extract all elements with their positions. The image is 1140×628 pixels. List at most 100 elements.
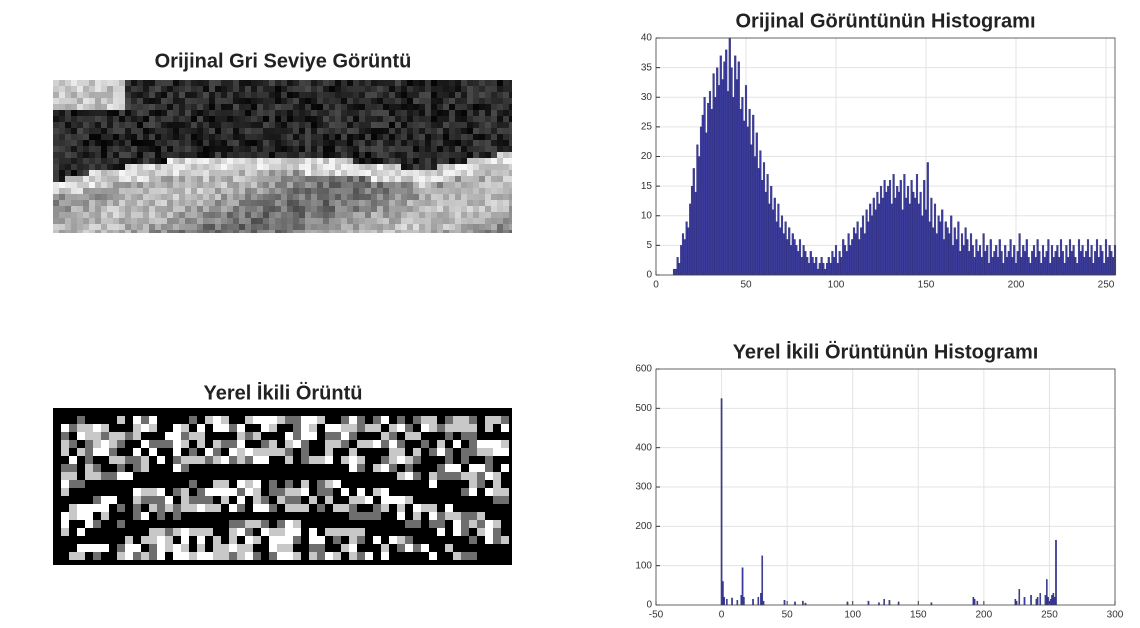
pixel xyxy=(365,440,373,448)
pixel xyxy=(443,86,449,92)
pixel xyxy=(77,512,85,520)
pixel xyxy=(113,140,119,146)
pixel xyxy=(365,122,371,128)
pixel xyxy=(323,224,329,230)
pixel xyxy=(317,170,323,176)
pixel xyxy=(157,440,165,448)
pixel xyxy=(71,104,77,110)
pixel xyxy=(109,456,117,464)
pixel xyxy=(107,110,113,116)
pixel xyxy=(473,170,479,176)
pixel xyxy=(85,416,93,424)
pixel xyxy=(383,80,389,86)
pixel xyxy=(429,552,437,560)
bar xyxy=(925,210,927,275)
pixel xyxy=(131,116,137,122)
pixel xyxy=(389,416,397,424)
pixel xyxy=(407,170,413,176)
bar xyxy=(704,97,706,275)
bar xyxy=(761,180,763,275)
pixel xyxy=(141,440,149,448)
pixel xyxy=(71,116,77,122)
pixel xyxy=(173,544,181,552)
pixel xyxy=(131,176,137,182)
y-tick-label: 10 xyxy=(641,210,653,221)
pixel xyxy=(125,194,131,200)
pixel xyxy=(269,528,277,536)
pixel xyxy=(203,104,209,110)
pixel xyxy=(383,98,389,104)
pixel xyxy=(83,134,89,140)
pixel xyxy=(141,512,149,520)
pixel xyxy=(371,176,377,182)
pixel xyxy=(469,528,477,536)
pixel xyxy=(263,200,269,206)
pixel xyxy=(143,212,149,218)
pixel xyxy=(237,456,245,464)
bar xyxy=(1054,597,1055,605)
pixel xyxy=(347,206,353,212)
pixel xyxy=(125,98,131,104)
pixel xyxy=(473,206,479,212)
pixel xyxy=(437,224,443,230)
pixel xyxy=(227,92,233,98)
pixel xyxy=(359,176,365,182)
bar xyxy=(1048,239,1050,275)
pixel xyxy=(479,206,485,212)
pixel xyxy=(305,164,311,170)
pixel xyxy=(437,528,445,536)
pixel xyxy=(257,104,263,110)
pixel xyxy=(421,544,429,552)
pixel xyxy=(69,512,77,520)
pixel xyxy=(239,212,245,218)
pixel xyxy=(101,176,107,182)
pixel xyxy=(449,194,455,200)
pixel xyxy=(143,128,149,134)
y-tick-label: 500 xyxy=(635,403,652,414)
pixel xyxy=(197,512,205,520)
pixel xyxy=(341,552,349,560)
bar xyxy=(1016,601,1017,605)
pixel xyxy=(89,140,95,146)
pixel xyxy=(281,224,287,230)
pixel xyxy=(179,230,185,233)
pixel xyxy=(469,504,477,512)
pixel xyxy=(365,448,373,456)
pixel xyxy=(333,448,341,456)
pixel xyxy=(125,176,131,182)
pixel xyxy=(173,188,179,194)
pixel xyxy=(189,544,197,552)
pixel xyxy=(197,104,203,110)
pixel xyxy=(293,176,299,182)
pixel xyxy=(245,480,253,488)
pixel xyxy=(503,164,509,170)
bar xyxy=(697,145,699,275)
pixel xyxy=(101,472,109,480)
pixel xyxy=(161,146,167,152)
pixel xyxy=(445,440,453,448)
pixel xyxy=(501,456,509,464)
pixel xyxy=(293,152,299,158)
pixel xyxy=(191,98,197,104)
pixel xyxy=(353,218,359,224)
pixel xyxy=(203,164,209,170)
pixel xyxy=(311,86,317,92)
pixel xyxy=(397,552,405,560)
pixel xyxy=(397,488,405,496)
pixel xyxy=(101,504,109,512)
pixel xyxy=(493,464,501,472)
pixel xyxy=(221,164,227,170)
pixel xyxy=(251,98,257,104)
pixel xyxy=(155,98,161,104)
pixel xyxy=(479,116,485,122)
pixel xyxy=(309,544,317,552)
pixel xyxy=(455,146,461,152)
pixel xyxy=(245,456,253,464)
pixel xyxy=(405,432,413,440)
pixel xyxy=(95,182,101,188)
bar xyxy=(835,245,837,275)
pixel xyxy=(95,164,101,170)
pixel xyxy=(197,164,203,170)
pixel xyxy=(203,110,209,116)
pixel xyxy=(185,98,191,104)
